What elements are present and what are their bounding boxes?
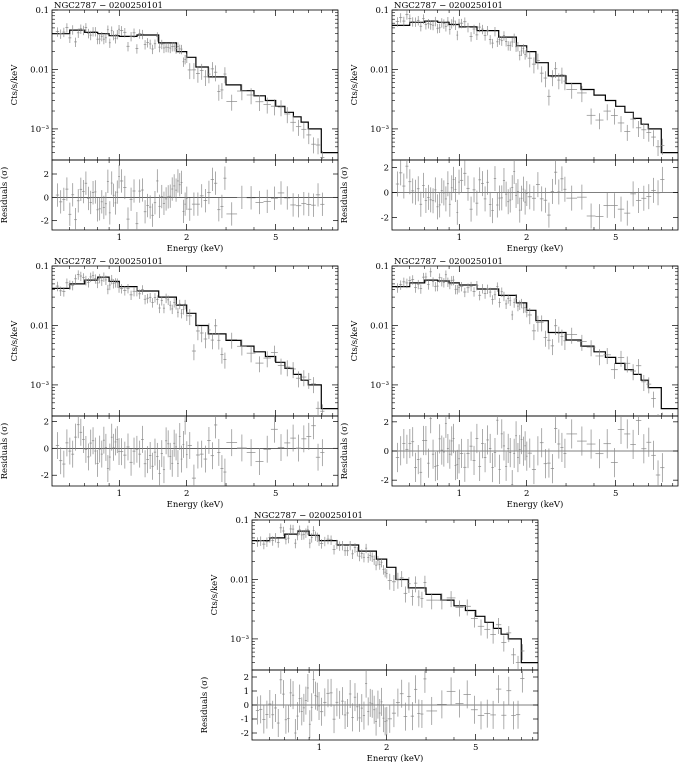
x-tick-label: 5 bbox=[273, 233, 278, 243]
residual-y-tick-label: 0 bbox=[44, 444, 49, 454]
y-axis-label: Cts/s/keV bbox=[10, 320, 20, 362]
x-tick-label: 2 bbox=[524, 489, 529, 499]
panel-title: NGC2787 − 0200250101 bbox=[254, 511, 363, 521]
y-tick-label: 10⁻³ bbox=[370, 381, 389, 391]
data-points bbox=[55, 270, 325, 416]
x-tick-label: 2 bbox=[384, 743, 389, 753]
x-tick-label: 1 bbox=[457, 489, 462, 499]
residuals-axis-label: Residuals (σ) bbox=[199, 677, 210, 734]
data-points bbox=[255, 523, 525, 670]
spectrum-frame bbox=[391, 265, 679, 417]
spectrum-frame bbox=[51, 265, 339, 417]
residuals-axis-label: Residuals (σ) bbox=[339, 423, 350, 480]
panel-title: NGC2787 − 0200250101 bbox=[54, 1, 163, 11]
data-points bbox=[395, 267, 663, 416]
model-step-line bbox=[52, 29, 338, 154]
data-points bbox=[55, 23, 325, 160]
x-axis-label: Energy (keV) bbox=[167, 243, 224, 254]
residual-y-tick-label: 0 bbox=[384, 447, 389, 457]
y-axis-label: Cts/s/keV bbox=[10, 64, 20, 106]
x-tick-label: 2 bbox=[184, 489, 189, 499]
residuals-frame bbox=[51, 159, 339, 231]
residuals-axis-label: Residuals (σ) bbox=[0, 423, 10, 480]
x-axis-label: Energy (keV) bbox=[167, 499, 224, 510]
y-tick-label: 0.1 bbox=[375, 6, 389, 16]
residual-points bbox=[395, 416, 665, 486]
y-tick-label: 0.01 bbox=[30, 321, 49, 331]
x-tick-label: 5 bbox=[613, 233, 618, 243]
x-tick-label: 5 bbox=[473, 743, 478, 753]
y-tick-label: 0.1 bbox=[35, 262, 49, 272]
model-step-line bbox=[392, 20, 678, 154]
y-tick-label: 0.1 bbox=[35, 6, 49, 16]
residual-y-tick-label: 2 bbox=[384, 418, 389, 428]
panel-title: NGC2787 − 0200250101 bbox=[54, 257, 163, 267]
model-step-line bbox=[52, 276, 338, 410]
y-tick-label: 0.1 bbox=[375, 262, 389, 272]
y-axis-label: Cts/s/keV bbox=[210, 574, 220, 616]
residuals-frame bbox=[51, 415, 339, 487]
residual-y-tick-label: 0 bbox=[44, 193, 49, 203]
y-tick-label: 10⁻³ bbox=[30, 381, 49, 391]
model-step-line bbox=[392, 279, 678, 410]
residual-y-tick-label: 2 bbox=[384, 164, 389, 174]
y-tick-label: 0.01 bbox=[370, 65, 389, 75]
x-tick-label: 5 bbox=[613, 489, 618, 499]
y-tick-label: 10⁻³ bbox=[30, 125, 49, 135]
residual-points bbox=[55, 165, 325, 230]
residual-y-tick-label: 1 bbox=[244, 687, 249, 697]
y-tick-label: 0.01 bbox=[230, 575, 249, 585]
x-tick-label: 1 bbox=[117, 233, 122, 243]
y-axis-label: Cts/s/keV bbox=[350, 64, 360, 106]
residual-points bbox=[395, 160, 665, 230]
residuals-axis-label: Residuals (σ) bbox=[0, 167, 10, 224]
residual-y-tick-label: -1 bbox=[241, 715, 249, 725]
residual-y-tick-label: -2 bbox=[381, 214, 389, 224]
spectrum-panel-5: NGC2787 − 0200250101 0.1 0.01 10⁻³ 1 2 5 -2 -1 0 1… bbox=[199, 511, 539, 762]
residual-y-tick-label: -2 bbox=[381, 476, 389, 486]
model-step-line bbox=[252, 530, 538, 664]
residual-y-tick-label: 0 bbox=[244, 701, 249, 711]
spectrum-frame bbox=[391, 9, 679, 161]
panel-title: NGC2787 − 0200250101 bbox=[394, 1, 503, 11]
residual-y-tick-label: 2 bbox=[244, 673, 249, 683]
spectrum-frame bbox=[251, 519, 539, 671]
x-tick-label: 1 bbox=[457, 233, 462, 243]
x-tick-label: 1 bbox=[117, 489, 122, 499]
y-axis-label: Cts/s/keV bbox=[350, 320, 360, 362]
residual-y-tick-label: -2 bbox=[241, 729, 249, 739]
y-tick-label: 0.1 bbox=[235, 516, 249, 526]
residuals-axis-label: Residuals (σ) bbox=[339, 167, 350, 224]
residuals-frame bbox=[391, 159, 679, 231]
panel-title: NGC2787 − 0200250101 bbox=[394, 257, 503, 267]
y-tick-label: 0.01 bbox=[30, 65, 49, 75]
x-tick-label: 2 bbox=[524, 233, 529, 243]
y-tick-label: 10⁻³ bbox=[230, 635, 249, 645]
x-tick-label: 1 bbox=[317, 743, 322, 753]
residual-y-tick-label: -2 bbox=[41, 471, 49, 481]
x-axis-label: Energy (keV) bbox=[367, 753, 424, 762]
x-tick-label: 2 bbox=[184, 233, 189, 243]
residual-y-tick-label: 0 bbox=[384, 189, 389, 199]
y-tick-label: 0.01 bbox=[370, 321, 389, 331]
x-axis-label: Energy (keV) bbox=[507, 243, 564, 254]
residual-points bbox=[55, 416, 325, 486]
x-axis-label: Energy (keV) bbox=[507, 499, 564, 510]
x-tick-label: 5 bbox=[273, 489, 278, 499]
residual-y-tick-label: 2 bbox=[44, 170, 49, 180]
y-tick-label: 10⁻³ bbox=[370, 125, 389, 135]
residual-points bbox=[255, 670, 525, 740]
data-points bbox=[395, 10, 665, 156]
residual-y-tick-label: 2 bbox=[44, 417, 49, 427]
residual-y-tick-label: -2 bbox=[41, 217, 49, 227]
